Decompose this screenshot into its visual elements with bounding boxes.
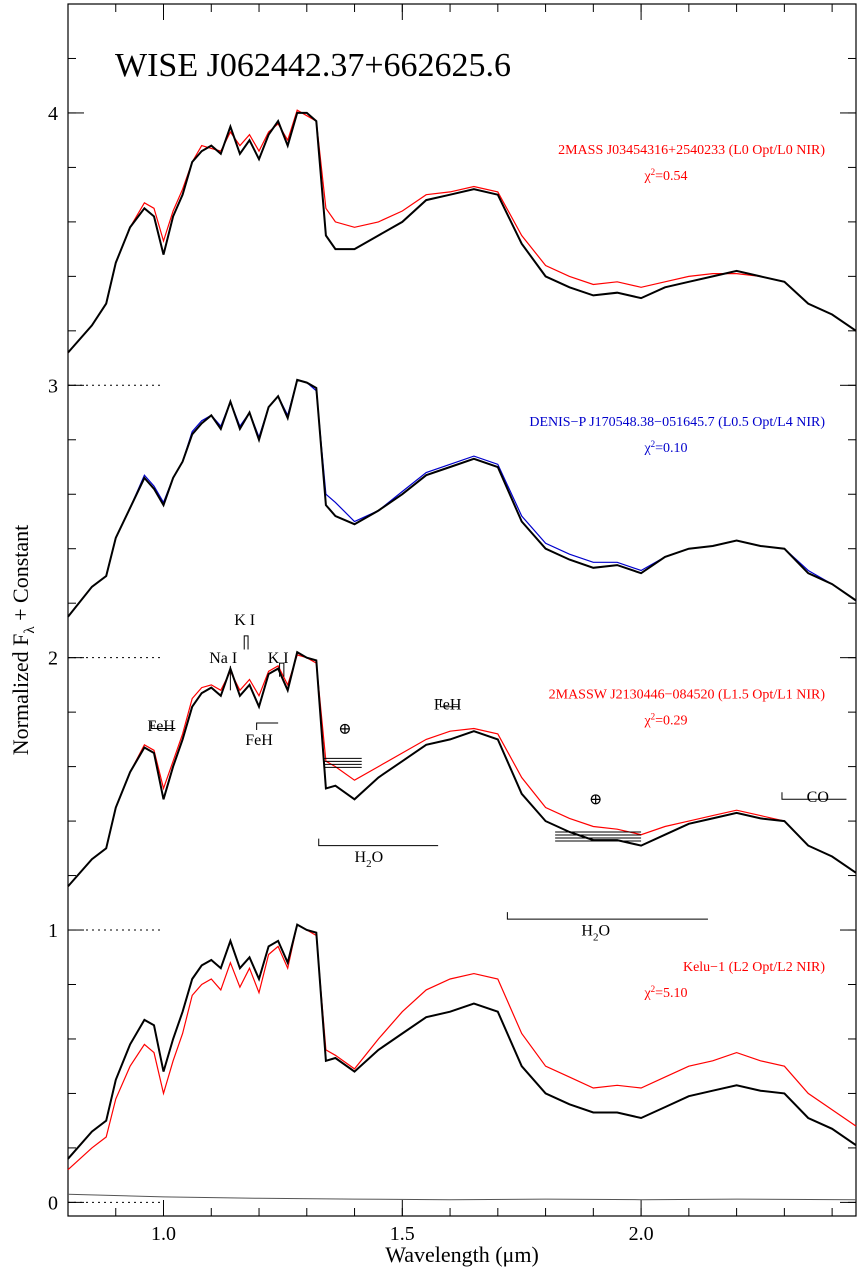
feature-label-sub: 2 [593, 931, 599, 943]
chi-symbol: χ [643, 714, 651, 729]
y-axis-label-main: Normalized F [8, 634, 33, 756]
y-tick-label: 0 [48, 1192, 58, 1214]
spectra-layer [67, 109, 857, 1201]
panel-label-3: 2MASSW J2130446−084520 (L1.5 Opt/L1 NIR) [549, 688, 826, 703]
feature-label-text: Na I [209, 650, 237, 667]
y-tick-label: 1 [48, 920, 58, 942]
x-axis-label: Wavelength (μm) [385, 1242, 539, 1267]
feature-label: FeH [434, 696, 462, 713]
y-tick-label: 3 [48, 375, 58, 397]
chi-superscript: 2 [651, 439, 656, 449]
plot-frame: 1.0 1.5 2.0 0 1 2 3 4 [48, 3, 857, 1245]
feature-label-text: ⊕ [589, 792, 602, 809]
y-axis-label: Normalized Fλ + Constant [8, 525, 38, 756]
y-tick-label: 4 [48, 103, 58, 125]
y-axis-label-sub: λ [22, 626, 38, 634]
chi-squared-3: χ2=0.29 [643, 712, 687, 729]
feature-bracket [318, 838, 439, 847]
chi-squared-2: χ2=0.10 [643, 439, 687, 456]
feature-label: H2O [355, 849, 384, 870]
x-tick-label: 1.5 [390, 1223, 415, 1245]
feature-label-text: FeH [434, 696, 462, 713]
noise-trace [67, 1193, 857, 1201]
chart-title: WISE J062442.37+662625.6 [115, 47, 511, 84]
plot-border [67, 3, 857, 1217]
feature-label-tail: O [598, 922, 610, 939]
labels-layer: 2MASS J03454316+2540233 (L0 Opt/L0 NIR) χ… [529, 143, 825, 1001]
feature-bracket [781, 792, 847, 800]
chi-value: =0.29 [655, 714, 687, 729]
chi-symbol: χ [643, 986, 651, 1001]
feature-doublet [243, 635, 249, 650]
feature-label-text: ⊕ [338, 721, 351, 738]
chi-superscript: 2 [651, 712, 656, 722]
target-spectrum-4 [67, 923, 857, 1160]
chi-superscript: 2 [651, 167, 656, 177]
comparison-spectrum-1 [67, 109, 857, 353]
feature-label-text: K I [234, 612, 255, 629]
panel-label-2: DENIS−P J170548.38−051645.7 (L0.5 Opt/L4… [529, 415, 825, 430]
target-spectrum-1 [67, 111, 857, 354]
target-spectrum-2 [67, 378, 857, 618]
chi-symbol: χ [643, 441, 651, 456]
feature-label-sub: 2 [366, 858, 372, 870]
feature-label-text: CO [807, 789, 829, 806]
chi-value: =5.10 [655, 986, 687, 1001]
x-tick-label: 1.0 [151, 1223, 176, 1245]
feature-label: ⊕ [338, 721, 351, 738]
y-axis-label-suffix: + Constant [8, 525, 33, 627]
feature-bracket [151, 721, 176, 729]
feature-label-tail: O [372, 849, 384, 866]
feature-label: CO [807, 789, 829, 806]
feature-label: K I [234, 612, 255, 629]
feature-bracket [506, 912, 708, 920]
feature-label-text: FeH [147, 718, 175, 735]
feature-doublet [279, 662, 285, 677]
feature-label: ⊕ [589, 792, 602, 809]
panel-label-4: Kelu−1 (L2 Opt/L2 NIR) [683, 960, 825, 975]
feature-label: FeH [245, 732, 273, 749]
target-spectrum-3 [67, 650, 857, 888]
feature-label: K I [268, 650, 289, 667]
panel-label-1: 2MASS J03454316+2540233 (L0 Opt/L0 NIR) [558, 143, 825, 158]
feature-bracket [256, 722, 279, 731]
chi-value: =0.54 [655, 169, 687, 184]
chi-squared-4: χ2=5.10 [643, 984, 687, 1001]
feature-label-text: K I [268, 650, 289, 667]
chi-symbol: χ [643, 169, 651, 184]
chi-squared-1: χ2=0.54 [643, 167, 687, 184]
feature-label: H2O [581, 922, 610, 943]
feature-bracket [440, 699, 460, 708]
feature-label-text: H [355, 849, 367, 866]
feature-label-text: H [581, 922, 593, 939]
y-tick-label: 2 [48, 648, 58, 670]
chi-value: =0.10 [655, 441, 687, 456]
feature-label-text: FeH [245, 732, 273, 749]
x-tick-label: 2.0 [629, 1223, 654, 1245]
feature-label: FeH [147, 718, 175, 735]
feature-label: Na I [209, 650, 237, 667]
chi-superscript: 2 [651, 984, 656, 994]
